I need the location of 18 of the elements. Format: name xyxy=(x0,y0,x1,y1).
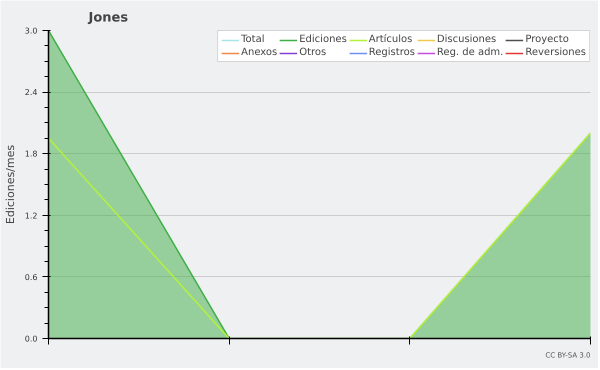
legend-label: Registros xyxy=(368,47,415,58)
legend-label: Discusiones xyxy=(436,34,496,45)
legend-label: Reg. de adm. xyxy=(436,47,504,58)
legend-label: Artículos xyxy=(368,34,412,45)
y-axis-title: Ediciones/mes xyxy=(4,144,17,224)
legend-label: Anexos xyxy=(241,47,278,58)
y-tick-label: 3.0 xyxy=(24,26,38,36)
y-tick-label: 2.4 xyxy=(24,88,38,98)
legend-label: Reversiones xyxy=(525,47,586,58)
y-tick-label: 1.8 xyxy=(24,150,38,159)
chart-title: Jones xyxy=(88,10,128,26)
y-tick-label: 0.6 xyxy=(24,272,38,282)
legend-label: Ediciones xyxy=(299,34,347,45)
legend-label: Total xyxy=(241,34,264,45)
y-tick-label: 1.2 xyxy=(24,211,38,220)
legend-label: Otros xyxy=(299,47,326,58)
y-tick-label: 0.0 xyxy=(24,334,38,344)
legend-label: Proyecto xyxy=(525,34,569,45)
